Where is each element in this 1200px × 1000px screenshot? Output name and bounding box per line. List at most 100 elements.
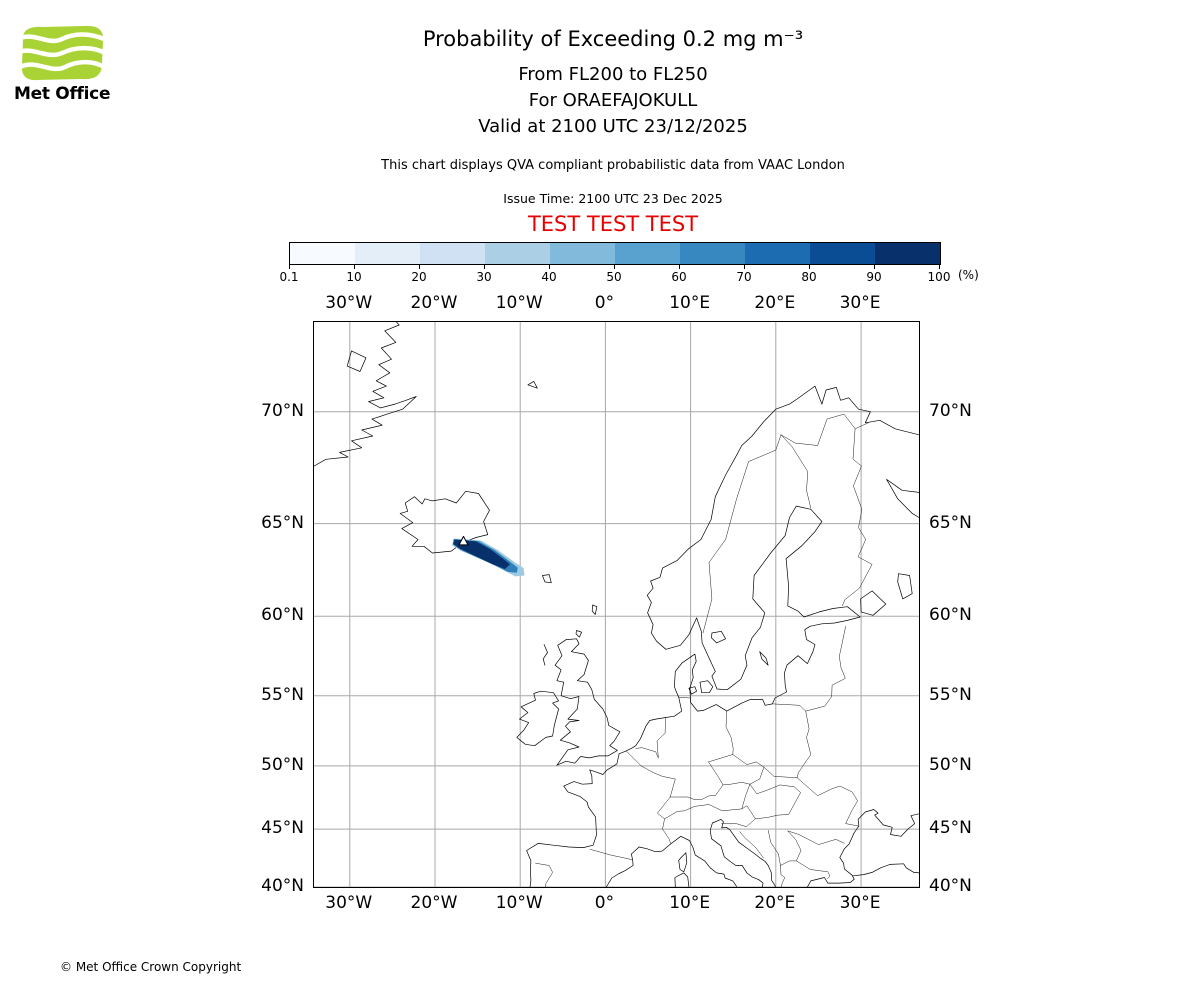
country-border (656, 717, 666, 759)
coastline (542, 574, 552, 584)
met-office-logo-icon (14, 25, 106, 81)
coastline (711, 630, 726, 644)
lat-label-left: 70°N (261, 400, 304, 421)
colorbar-segment (485, 243, 550, 264)
country-border (708, 761, 765, 786)
lon-label-top: 20°W (410, 293, 458, 313)
colorbar-unit-label: (%) (958, 268, 979, 282)
lon-label-top: 0° (594, 293, 615, 313)
country-border (535, 862, 553, 887)
country-border (763, 766, 798, 778)
country-border (657, 796, 671, 844)
coastline (314, 322, 417, 467)
subtitle-flight-levels: From FL200 to FL250 (518, 64, 708, 85)
coastline (759, 651, 769, 666)
colorbar-segment (875, 243, 940, 264)
colorbar-tick (419, 265, 420, 269)
country-border (767, 830, 802, 866)
country-border (796, 777, 859, 827)
colorbar-segment (680, 243, 745, 264)
colorbar-tick (744, 265, 745, 269)
lat-label-right: 55°N (929, 684, 972, 705)
lat-label-left: 45°N (261, 818, 304, 839)
colorbar-tick (549, 265, 550, 269)
subtitle-volcano: For ORAEFAJOKULL (528, 90, 698, 111)
lat-label-right: 65°N (929, 512, 972, 533)
colorbar-tick (484, 265, 485, 269)
colorbar-ticks: 0.1 10 20 30 40 50 60 70 80 90 100 (279, 265, 950, 285)
lat-label-left: 60°N (261, 605, 304, 626)
colorbar-tick-label: 90 (866, 270, 882, 284)
lon-label-bottom: 10°E (669, 893, 711, 913)
lat-label-left: 50°N (261, 754, 304, 775)
coastline (591, 604, 598, 615)
map-area: 30°W 30°W 20°W 20°W 10°W 10°W 0° 0° 10°E 10°E 20°E… (261, 293, 972, 913)
colorbar-segment (550, 243, 615, 264)
lat-label-right: 60°N (929, 605, 972, 626)
coastline (554, 638, 621, 766)
lon-label-bottom: 30°W (325, 893, 373, 913)
lon-label-bottom: 0° (594, 893, 615, 913)
volcano-marker (458, 535, 469, 546)
lon-label-bottom: 20°E (754, 893, 796, 913)
coastline (860, 590, 887, 616)
issue-time: Issue Time: 2100 UTC 23 Dec 2025 (503, 191, 723, 206)
colorbar-segment (420, 243, 485, 264)
lon-label-top: 10°W (495, 293, 543, 313)
lat-label-left: 65°N (261, 512, 304, 533)
colorbar-tick-label: 30 (476, 270, 492, 284)
map-svg (313, 321, 920, 888)
colorbar-tick (679, 265, 680, 269)
country-border (796, 860, 831, 879)
subtitle-valid-time: Valid at 2100 UTC 23/12/2025 (478, 116, 748, 137)
copyright-notice: © Met Office Crown Copyright (60, 960, 242, 974)
coastline (527, 381, 538, 389)
coastline (399, 490, 490, 554)
country-border (708, 754, 765, 768)
colorbar-tick-label: 80 (801, 270, 817, 284)
lat-label-right: 40°N (929, 876, 972, 896)
colorbar-tick (809, 265, 810, 269)
colorbar-tick-label: 60 (671, 270, 687, 284)
colorbar-tick-label: 10 (346, 270, 362, 284)
coastline (852, 863, 919, 877)
country-border (626, 750, 676, 798)
lat-label-right: 45°N (929, 818, 972, 839)
country-border (721, 818, 756, 827)
colorbar-tick-label: 50 (606, 270, 622, 284)
country-border (635, 747, 659, 759)
coastline (886, 479, 919, 518)
country-border (669, 784, 724, 800)
coastline (346, 350, 367, 372)
colorbar-segment (615, 243, 680, 264)
coastline (526, 385, 919, 887)
colorbar-tick-label: 0.1 (279, 270, 299, 284)
page-title: Probability of Exceeding 0.2 mg m⁻³ (422, 27, 804, 51)
lon-label-top: 10°E (669, 293, 711, 313)
colorbar-segment (810, 243, 875, 264)
coastline (709, 819, 776, 887)
country-border (780, 865, 786, 887)
lon-label-top: 30°W (325, 293, 373, 313)
lon-label-top: 30°E (839, 293, 881, 313)
qva-description: This chart displays QVA compliant probab… (381, 158, 845, 173)
test-banner: TEST TEST TEST (527, 212, 699, 236)
coastline (897, 573, 913, 600)
coastline (678, 852, 688, 873)
coastline (699, 680, 714, 694)
country-border (725, 710, 734, 755)
lat-label-right: 50°N (929, 754, 972, 775)
lon-label-bottom: 10°W (495, 893, 543, 913)
colorbar-tick-label: 40 (541, 270, 557, 284)
country-border (589, 849, 633, 861)
colorbar (289, 242, 941, 265)
colorbar-tick (939, 265, 940, 269)
colorbar-tick-label: 20 (411, 270, 427, 284)
colorbar-segment (745, 243, 810, 264)
colorbar-tick (874, 265, 875, 269)
lat-label-left: 40°N (261, 876, 304, 896)
colorbar-segment (290, 243, 355, 264)
lat-label-right: 70°N (929, 400, 972, 421)
lon-label-bottom: 20°W (410, 893, 458, 913)
